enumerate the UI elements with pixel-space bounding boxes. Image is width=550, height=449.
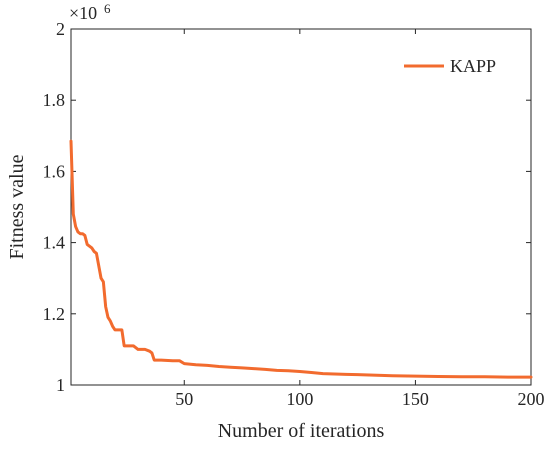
y-tick-label: 1.6 [43,161,66,181]
y-tick-label: 2 [56,19,65,39]
y-exponent-base: ×10 [69,3,97,23]
y-axis-label: Fitness value [6,154,28,259]
x-axis-label: Number of iterations [218,420,385,442]
x-tick-label: 100 [286,389,313,409]
x-tick-label: 200 [518,389,545,409]
y-tick-label: 1 [56,375,65,395]
y-exponent-power: 6 [104,1,111,16]
y-tick-label: 1.4 [43,233,66,253]
y-tick-label: 1.8 [43,90,66,110]
plot-area-frame [70,28,532,386]
legend-label: KAPP [450,56,496,76]
y-tick-label: 1.2 [43,304,66,324]
series-line-kapp [69,139,533,379]
x-tick-label: 150 [402,389,429,409]
y-exponent-label: ×10 6 [69,1,111,23]
x-tick-label: 50 [175,389,193,409]
